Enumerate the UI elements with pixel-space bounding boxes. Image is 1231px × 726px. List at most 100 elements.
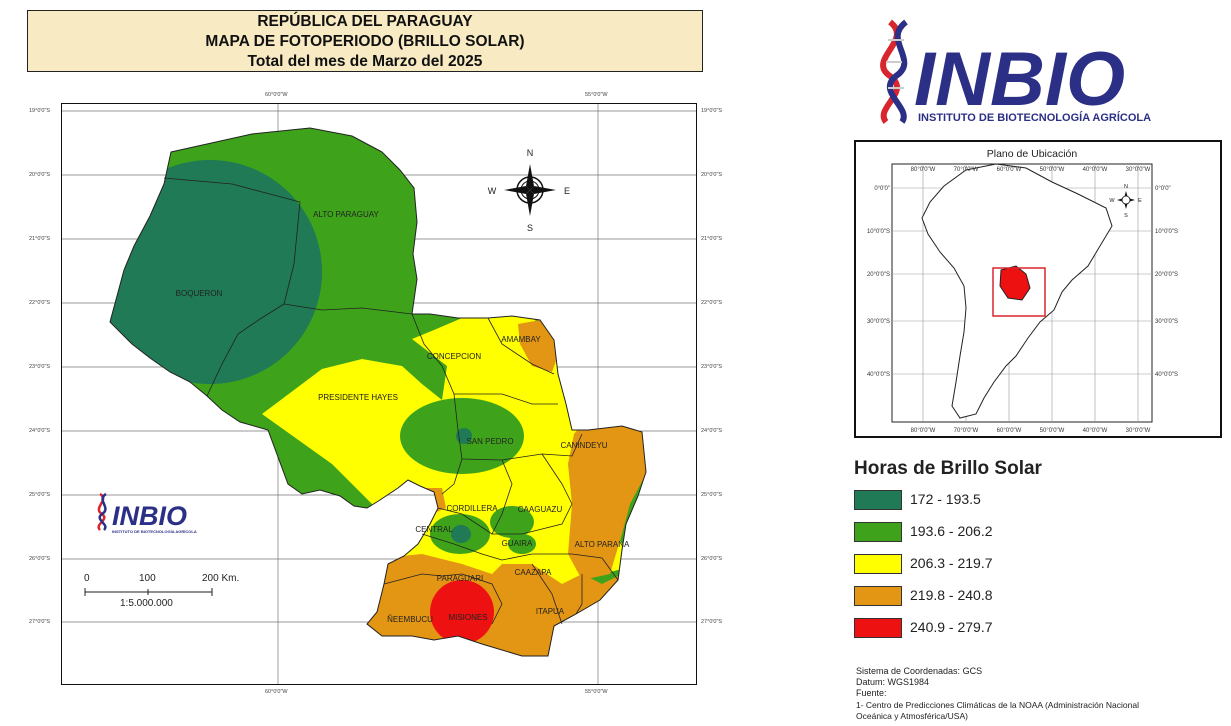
lat-label-left: 26°0'0"S xyxy=(29,556,51,562)
loc-lat-right: 40°0'0"S xyxy=(1155,372,1178,378)
loc-lon-top: 80°0'0"W xyxy=(911,167,936,173)
location-compass-e: E xyxy=(1138,198,1142,204)
main-map-frame: ALTO PARAGUAY BOQUERON CONCEPCION AMAMBA… xyxy=(61,103,697,685)
inbio-logo-small: INBIO INSTITUTO DE BIOTECNOLOGÍA AGRÍCOL… xyxy=(97,492,197,534)
legend-swatch xyxy=(854,490,902,510)
loc-lat-right: 0°0'0" xyxy=(1155,186,1171,192)
label-itapua: ITAPUA xyxy=(536,607,565,616)
legend-label: 193.6 - 206.2 xyxy=(910,523,993,539)
loc-lat-left: 20°0'0"S xyxy=(867,272,890,278)
loc-lon-top: 30°0'0"W xyxy=(1126,167,1151,173)
legend-swatch xyxy=(854,618,902,638)
legend-label: 219.8 - 240.8 xyxy=(910,587,993,603)
lat-label-left: 24°0'0"S xyxy=(29,428,51,434)
loc-lon-top: 70°0'0"W xyxy=(954,167,979,173)
lat-label-right: 26°0'0"S xyxy=(701,556,723,562)
legend-swatch xyxy=(854,522,902,542)
legend-label: 172 - 193.5 xyxy=(910,491,981,507)
department-boundaries xyxy=(163,177,619,625)
location-compass-s: S xyxy=(1124,213,1128,219)
location-map-frame: Plano de Ubicación N S E W 80°0'0"W 70°0… xyxy=(854,140,1222,438)
paraguay-map: ALTO PARAGUAY BOQUERON CONCEPCION AMAMBA… xyxy=(62,104,696,684)
compass-s: S xyxy=(527,223,533,233)
label-alto-paraguay: ALTO PARAGUAY xyxy=(313,210,379,219)
loc-lon-top: 50°0'0"W xyxy=(1040,167,1065,173)
title-line-1: REPÚBLICA DEL PARAGUAY xyxy=(257,13,473,30)
label-caazapa: CAAZAPA xyxy=(515,568,552,577)
lat-label-left: 22°0'0"S xyxy=(29,300,51,306)
scale-ratio: 1:5.000.000 xyxy=(120,598,173,609)
lat-label-right: 22°0'0"S xyxy=(701,300,723,306)
legend-label: 240.9 - 279.7 xyxy=(910,619,993,635)
loc-lat-right: 10°0'0"S xyxy=(1155,229,1178,235)
lat-label-right: 25°0'0"S xyxy=(701,492,723,498)
location-compass-n: N xyxy=(1124,184,1128,190)
label-guaira: GUAIRA xyxy=(502,539,533,548)
location-compass-w: W xyxy=(1109,198,1115,204)
lat-label-left: 27°0'0"S xyxy=(29,619,51,625)
lat-label-left: 23°0'0"S xyxy=(29,364,51,370)
label-alto-parana: ALTO PARANA xyxy=(575,540,630,549)
loc-lon-top: 40°0'0"W xyxy=(1083,167,1108,173)
label-boqueron: BOQUERON xyxy=(176,289,223,298)
loc-lat-left: 10°0'0"S xyxy=(867,229,890,235)
inbio-small-subtitle: INSTITUTO DE BIOTECNOLOGÍA AGRÍCOLA xyxy=(112,529,197,534)
location-map-title: Plano de Ubicación xyxy=(987,148,1078,160)
map-title-box: REPÚBLICA DEL PARAGUAY MAPA DE FOTOPERIO… xyxy=(27,10,703,72)
loc-lat-left: 0°0'0" xyxy=(874,186,890,192)
source-line-1: 1- Centro de Predicciones Climáticas de … xyxy=(856,700,1139,710)
lon-label-bottom: 55°0'0"W xyxy=(585,689,608,695)
lon-label-bottom: 60°0'0"W xyxy=(265,689,288,695)
location-compass: N S E W xyxy=(1109,184,1142,219)
legend-label: 206.3 - 219.7 xyxy=(910,555,993,571)
loc-lon-top: 60°0'0"W xyxy=(997,167,1022,173)
loc-lon-bottom: 70°0'0"W xyxy=(954,428,979,434)
loc-lon-bottom: 60°0'0"W xyxy=(997,428,1022,434)
lat-label-right: 19°0'0"S xyxy=(701,108,723,114)
compass-n: N xyxy=(527,148,534,158)
inbio-logo-svg: INBIO INSTITUTO DE BIOTECNOLOGÍA AGRÍCOL… xyxy=(880,19,1151,124)
datum-value: WGS1984 xyxy=(887,677,930,687)
inbio-subtitle: INSTITUTO DE BIOTECNOLOGÍA AGRÍCOLA xyxy=(918,111,1151,124)
label-presidente-hayes: PRESIDENTE HAYES xyxy=(318,393,398,402)
label-san-pedro: SAN PEDRO xyxy=(466,437,513,446)
label-central: CENTRAL xyxy=(415,525,453,534)
loc-lat-left: 40°0'0"S xyxy=(867,372,890,378)
label-cordillera: CORDILLERA xyxy=(446,504,498,513)
scale-tick-100: 100 xyxy=(139,573,156,584)
lat-label-right: 20°0'0"S xyxy=(701,172,723,178)
loc-lon-bottom: 50°0'0"W xyxy=(1040,428,1065,434)
label-concepcion: CONCEPCION xyxy=(427,352,481,361)
lon-label-top: 60°0'0"W xyxy=(265,92,288,98)
inbio-logo: INBIO INSTITUTO DE BIOTECNOLOGÍA AGRÍCOL… xyxy=(870,18,1170,133)
lat-label-left: 21°0'0"S xyxy=(29,236,51,242)
lat-label-left: 25°0'0"S xyxy=(29,492,51,498)
coordinate-system: Sistema de Coordenadas: GCS xyxy=(856,666,983,676)
source-label: Fuente: xyxy=(856,688,887,698)
lat-label-right: 24°0'0"S xyxy=(701,428,723,434)
title-line-3: Total del mes de Marzo del 2025 xyxy=(247,53,483,70)
scale-tick-200: 200 Km. xyxy=(202,573,239,584)
label-amambay: AMAMBAY xyxy=(501,335,541,344)
title-line-2: MAPA DE FOTOPERIODO (BRILLO SOLAR) xyxy=(205,33,525,50)
compass-w: W xyxy=(488,186,497,196)
lat-label-right: 21°0'0"S xyxy=(701,236,723,242)
scale-tick-0: 0 xyxy=(84,573,90,584)
inbio-name: INBIO xyxy=(914,37,1125,122)
label-canindeyu: CANINDEYU xyxy=(560,441,607,450)
loc-lat-left: 30°0'0"S xyxy=(867,319,890,325)
source-line-2: Oceánica y Atmosférica/USA) xyxy=(856,711,968,721)
loc-lat-right: 30°0'0"S xyxy=(1155,319,1178,325)
lat-label-left: 19°0'0"S xyxy=(29,108,51,114)
datum-label: Datum: xyxy=(856,677,886,687)
compass-rose: N S E W xyxy=(488,148,570,233)
lat-label-right: 27°0'0"S xyxy=(701,619,723,625)
legend-swatch xyxy=(854,554,902,574)
label-paraguari: PARAGUARI xyxy=(437,574,484,583)
compass-e: E xyxy=(564,186,570,196)
label-caaguazu: CAAGUAZU xyxy=(518,505,563,514)
lon-label-top: 55°0'0"W xyxy=(585,92,608,98)
loc-lon-bottom: 30°0'0"W xyxy=(1126,428,1151,434)
legend-swatch xyxy=(854,586,902,606)
lat-label-left: 20°0'0"S xyxy=(29,172,51,178)
